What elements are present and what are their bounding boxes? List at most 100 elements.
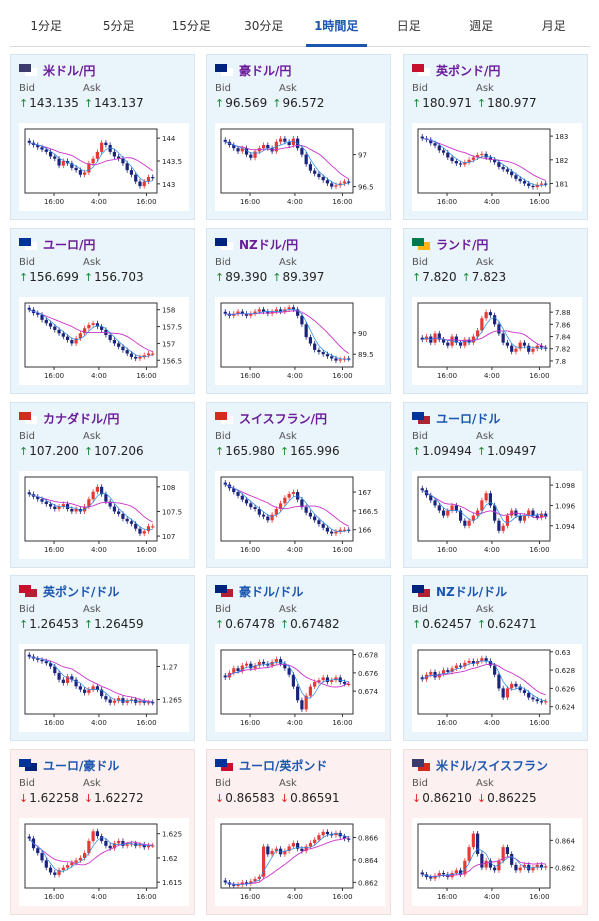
tab-0[interactable]: 1分足 bbox=[30, 19, 63, 33]
rate-card[interactable]: ユーロ/英ポンド Bid Ask ↓ 0.86583 ↓ 0.86591 0.866 0.864… bbox=[206, 749, 391, 915]
pair-name[interactable]: 豪ドル/円 bbox=[239, 63, 292, 78]
candle bbox=[493, 505, 497, 521]
pair-name[interactable]: スイスフラン/円 bbox=[239, 411, 328, 426]
price-labels: Bid Ask bbox=[215, 778, 385, 789]
price-chart[interactable]: 183 182 181 16:00 4:00 16:00 bbox=[412, 123, 582, 211]
price-chart[interactable]: 1.098 1.096 1.094 16:00 4:00 16:00 bbox=[412, 471, 582, 559]
pair-name[interactable]: ユーロ/豪ドル bbox=[43, 758, 120, 773]
candle bbox=[347, 529, 351, 531]
price-chart[interactable]: 158 157.5 157 156.5 16:00 4:00 16:00 bbox=[19, 297, 189, 385]
rate-card[interactable]: ユーロ/円 Bid Ask ↑ 156.699 ↑ 156.703 158 157.5 157 15… bbox=[10, 228, 195, 394]
card-header: 豪ドル/ドル bbox=[215, 582, 303, 600]
candle bbox=[433, 875, 437, 879]
candle bbox=[40, 853, 44, 861]
x-tick-label: 16:00 bbox=[529, 372, 549, 380]
pair-name[interactable]: 米ドル/スイスフラン bbox=[436, 758, 549, 773]
candle bbox=[125, 518, 129, 522]
y-tick-label: 182 bbox=[555, 157, 568, 165]
rate-card[interactable]: NZドル/ドル Bid Ask ↑ 0.62457 ↑ 0.62471 0.63 0.628 0.… bbox=[403, 575, 588, 741]
trend-arrow-icon: ↓ bbox=[215, 791, 225, 805]
price-labels: Bid Ask bbox=[412, 778, 582, 789]
ask-value: ↑ 1.09497 bbox=[477, 444, 537, 458]
price-chart[interactable]: 144 143.5 143 16:00 4:00 16:00 bbox=[19, 123, 189, 211]
rate-card[interactable]: 豪ドル/円 Bid Ask ↑ 96.569 ↑ 96.572 97 96.5 16:00 4:00… bbox=[206, 54, 391, 220]
candle bbox=[232, 884, 236, 886]
tab-2[interactable]: 15分足 bbox=[171, 19, 211, 33]
candle bbox=[257, 661, 261, 666]
candlestick-svg: 108 107.5 107 16:00 4:00 16:00 bbox=[24, 476, 182, 554]
candle bbox=[463, 860, 467, 875]
candle bbox=[244, 663, 249, 666]
candle bbox=[91, 491, 95, 500]
candle bbox=[420, 677, 424, 680]
price-chart[interactable]: 0.63 0.628 0.626 0.624 16:00 4:00 16:00 bbox=[412, 644, 582, 732]
candle bbox=[121, 158, 125, 164]
price-chart[interactable]: 90 89.5 16:00 4:00 16:00 bbox=[215, 297, 385, 385]
candle bbox=[57, 158, 61, 166]
candle bbox=[70, 340, 74, 344]
tab-1[interactable]: 5分足 bbox=[102, 19, 135, 33]
rate-card[interactable]: ユーロ/ドル Bid Ask ↑ 1.09494 ↑ 1.09497 1.098 1.096 1.… bbox=[403, 402, 588, 568]
candle bbox=[61, 867, 65, 871]
x-tick-label: 16:00 bbox=[437, 719, 457, 727]
pair-name[interactable]: NZドル/円 bbox=[239, 237, 299, 252]
candle bbox=[112, 700, 117, 703]
price-chart[interactable]: 0.678 0.676 0.674 16:00 4:00 16:00 bbox=[215, 644, 385, 732]
candle bbox=[65, 336, 70, 341]
price-chart[interactable]: 167 166.5 166 16:00 4:00 16:00 bbox=[215, 471, 385, 559]
tab-6[interactable]: 週足 bbox=[469, 19, 494, 33]
candle bbox=[296, 686, 300, 701]
price-chart[interactable]: 0.864 0.862 16:00 4:00 16:00 bbox=[412, 818, 582, 906]
tab-3[interactable]: 30分足 bbox=[244, 19, 284, 33]
rate-card[interactable]: 米ドル/スイスフラン Bid Ask ↓ 0.86210 ↓ 0.86225 0.864 0.8… bbox=[403, 749, 588, 915]
pair-name[interactable]: ランド/円 bbox=[436, 237, 489, 252]
pair-name[interactable]: ユーロ/英ポンド bbox=[239, 758, 328, 773]
pair-name[interactable]: ユーロ/ドル bbox=[436, 411, 501, 426]
candle bbox=[454, 665, 458, 669]
candle bbox=[291, 674, 295, 687]
rate-card[interactable]: スイスフラン/円 Bid Ask ↑ 165.980 ↑ 165.996 167 166.5 16… bbox=[206, 402, 391, 568]
pair-name[interactable]: ユーロ/円 bbox=[43, 237, 96, 252]
candle bbox=[437, 505, 441, 511]
pair-name[interactable]: 豪ドル/ドル bbox=[239, 584, 304, 599]
price-chart[interactable]: 1.625 1.62 1.615 16:00 4:00 16:00 bbox=[19, 818, 189, 906]
bid-label: Bid bbox=[215, 83, 231, 94]
tab-5[interactable]: 日足 bbox=[396, 19, 421, 33]
price-chart[interactable]: 0.866 0.864 0.862 16:00 4:00 16:00 bbox=[215, 818, 385, 906]
candle bbox=[325, 354, 330, 357]
rate-card[interactable]: 豪ドル/ドル Bid Ask ↑ 0.67478 ↑ 0.67482 0.678 0.676 0.… bbox=[206, 575, 391, 741]
candle bbox=[142, 181, 146, 187]
candle bbox=[429, 139, 433, 144]
price-chart[interactable]: 97 96.5 16:00 4:00 16:00 bbox=[215, 123, 385, 211]
candle bbox=[420, 872, 424, 875]
x-tick-label: 16:00 bbox=[44, 719, 64, 727]
candle bbox=[100, 142, 104, 152]
bid-price: 0.67478 bbox=[225, 617, 275, 631]
rate-card[interactable]: ユーロ/豪ドル Bid Ask ↓ 1.62258 ↓ 1.62272 1.625 1.62 1.… bbox=[10, 749, 195, 915]
candle bbox=[266, 846, 270, 855]
candle bbox=[471, 515, 475, 521]
rate-card[interactable]: 米ドル/円 Bid Ask ↑ 143.135 ↑ 143.137 144 143.5 143 16… bbox=[10, 54, 195, 220]
rate-card[interactable]: 英ポンド/円 Bid Ask ↑ 180.971 ↑ 180.977 183 182 181 16:… bbox=[403, 54, 588, 220]
tab-7[interactable]: 月足 bbox=[541, 19, 566, 33]
candle bbox=[95, 151, 99, 159]
tab-4[interactable]: 1時間足 bbox=[300, 8, 373, 47]
candle bbox=[249, 154, 253, 158]
rate-card[interactable]: 英ポンド/ドル Bid Ask ↑ 1.26453 ↑ 1.26459 1.27 1.265 16… bbox=[10, 575, 195, 741]
rate-card[interactable]: ランド/円 Bid Ask ↑ 7.820 ↑ 7.823 7.88 7.86 7.84 7.82 7… bbox=[403, 228, 588, 394]
price-chart[interactable]: 1.27 1.265 16:00 4:00 16:00 bbox=[19, 644, 189, 732]
pair-name[interactable]: 米ドル/円 bbox=[43, 63, 96, 78]
candle bbox=[484, 658, 488, 661]
rate-card[interactable]: NZドル/円 Bid Ask ↑ 89.390 ↑ 89.397 90 89.5 16:00 4:0… bbox=[206, 228, 391, 394]
rate-card[interactable]: カナダドル/円 Bid Ask ↑ 107.200 ↑ 107.206 108 107.5 107… bbox=[10, 402, 195, 568]
candle bbox=[261, 145, 266, 149]
candle bbox=[518, 178, 522, 182]
moving-average-long bbox=[29, 309, 153, 353]
price-chart[interactable]: 108 107.5 107 16:00 4:00 16:00 bbox=[19, 471, 189, 559]
price-chart[interactable]: 7.88 7.86 7.84 7.82 7.8 16:00 4:00 16:00 bbox=[412, 297, 582, 385]
pair-name[interactable]: NZドル/ドル bbox=[436, 584, 508, 599]
pair-name[interactable]: 英ポンド/円 bbox=[436, 63, 501, 78]
y-tick-label: 1.094 bbox=[555, 523, 576, 531]
pair-name[interactable]: カナダドル/円 bbox=[43, 411, 120, 426]
pair-name[interactable]: 英ポンド/ドル bbox=[43, 584, 120, 599]
